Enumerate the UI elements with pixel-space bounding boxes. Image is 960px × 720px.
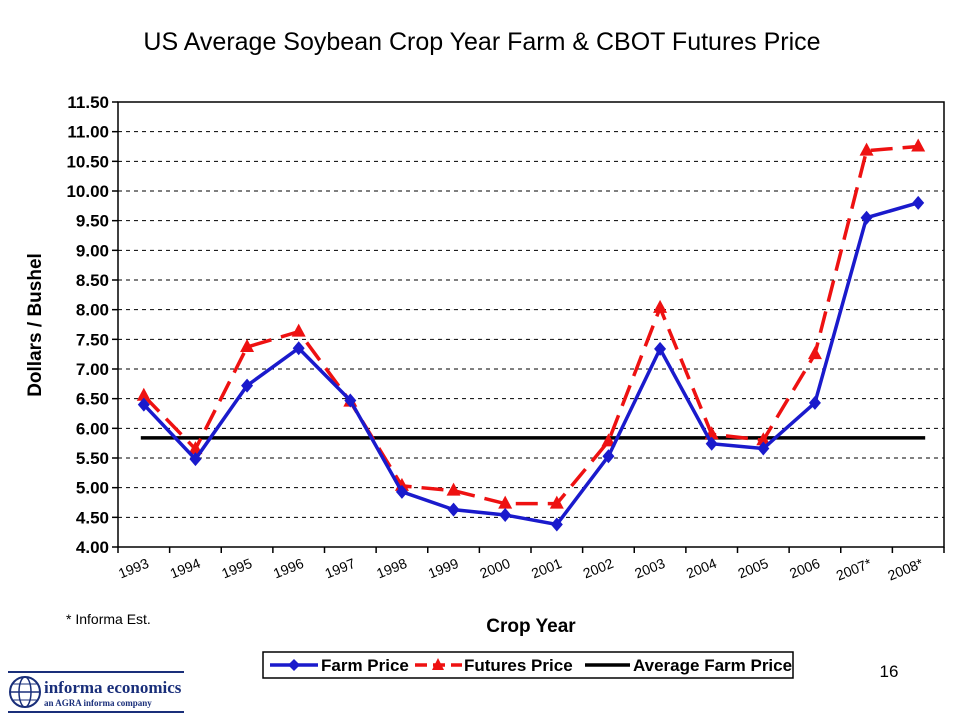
futures-price-point — [807, 346, 822, 360]
x-tick-label: 2000 — [477, 555, 512, 582]
x-tick-label: 1997 — [323, 555, 358, 582]
farm-price-point — [344, 393, 357, 408]
legend-marker-futures — [432, 658, 444, 670]
futures-price-point — [756, 432, 771, 446]
farm-price-point — [860, 210, 873, 225]
farm-price-point — [705, 436, 718, 451]
x-axis-ticks: 1993 1994 1995 1996 1997 1998 1999 2000 2001 2002… — [116, 547, 945, 584]
y-tick-label: 5.00 — [76, 479, 109, 498]
farm-price-point — [292, 341, 305, 356]
y-tick-label: 8.50 — [76, 271, 109, 290]
farm-price-point — [189, 452, 202, 467]
futures-price-point — [136, 387, 151, 401]
y-tick-label: 10.50 — [66, 152, 109, 171]
y-tick-label: 8.00 — [76, 301, 109, 320]
chart-title: US Average Soybean Crop Year Farm & CBOT… — [143, 28, 820, 56]
farm-price-point — [912, 195, 925, 210]
futures-price-point — [601, 433, 616, 447]
futures-series — [136, 138, 926, 509]
futures-price-point — [859, 142, 874, 156]
x-tick-label: 2006 — [787, 555, 822, 582]
futures-price-point — [549, 495, 564, 509]
farm-series — [137, 195, 925, 532]
legend-label-farm: Farm Price — [321, 656, 409, 675]
farm-price-point — [757, 441, 770, 456]
y-axis-ticks: 4.00 4.50 5.00 5.50 6.00 6.50 7.00 7.50 8.00 8.50… — [66, 93, 118, 557]
farm-price-line — [142, 201, 919, 527]
informa-economics-logo: informa economics an AGRA informa compan… — [8, 671, 184, 713]
futures-price-point — [240, 339, 255, 353]
y-tick-label: 6.00 — [76, 419, 109, 438]
legend: Farm Price Futures Price Average Farm Pric… — [262, 651, 794, 679]
futures-price-point — [188, 441, 203, 455]
farm-price-point — [550, 517, 563, 532]
farm-price-point — [447, 502, 460, 517]
x-tick-label: 2005 — [736, 555, 771, 582]
y-tick-label: 4.50 — [76, 508, 109, 527]
y-tick-label: 9.50 — [76, 212, 109, 231]
legend-box — [262, 651, 794, 679]
futures-price-point — [653, 299, 668, 313]
farm-price-point — [241, 378, 254, 393]
y-tick-label: 6.50 — [76, 390, 109, 409]
futures-price-line — [142, 144, 919, 506]
x-tick-label: 2007* — [834, 555, 874, 584]
x-tick-label: 2004 — [684, 555, 719, 582]
x-tick-label: 1995 — [219, 555, 254, 582]
farm-price-point — [602, 449, 615, 464]
logo-tagline: an AGRA informa company — [44, 698, 152, 708]
futures-price-point — [446, 482, 461, 496]
x-tick-label: 1998 — [374, 555, 409, 582]
y-tick-label: 4.00 — [76, 538, 109, 557]
x-tick-label: 2002 — [581, 555, 616, 582]
futures-price-point — [291, 323, 306, 337]
gridlines — [118, 131, 944, 518]
y-tick-label: 7.50 — [76, 330, 109, 349]
farm-price-point — [654, 341, 667, 356]
legend-label-futures: Futures Price — [464, 656, 573, 675]
x-tick-label: 2003 — [632, 555, 667, 582]
x-tick-label: 2001 — [529, 555, 564, 582]
page-number: 16 — [880, 662, 899, 681]
y-tick-label: 11.00 — [67, 123, 109, 142]
plot-area — [117, 101, 945, 548]
farm-price-point — [137, 397, 150, 412]
globe-icon — [9, 676, 41, 708]
y-tick-label: 11.50 — [67, 93, 109, 112]
x-tick-label: 2008* — [885, 555, 925, 584]
y-tick-label: 7.00 — [76, 360, 109, 379]
futures-price-point — [498, 495, 513, 509]
farm-price-point — [808, 395, 821, 410]
y-tick-label: 10.00 — [66, 182, 109, 201]
logo-name: informa economics — [44, 678, 182, 697]
footnote: * Informa Est. — [66, 611, 151, 627]
x-axis-label: Crop Year — [486, 616, 576, 637]
legend-label-average: Average Farm Price — [633, 656, 792, 675]
farm-price-point — [395, 484, 408, 499]
x-tick-label: 1993 — [116, 555, 151, 582]
y-axis-label: Dollars / Bushel — [25, 253, 46, 397]
y-tick-label: 5.50 — [76, 449, 109, 468]
x-tick-label: 1999 — [426, 555, 461, 582]
futures-price-point — [911, 138, 926, 152]
legend-marker-farm — [288, 659, 300, 671]
farm-price-point — [499, 507, 512, 522]
x-tick-label: 1994 — [168, 555, 203, 582]
y-tick-label: 9.00 — [76, 241, 109, 260]
x-tick-label: 1996 — [271, 555, 306, 582]
